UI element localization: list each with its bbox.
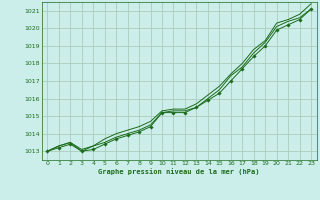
X-axis label: Graphe pression niveau de la mer (hPa): Graphe pression niveau de la mer (hPa) bbox=[99, 168, 260, 175]
